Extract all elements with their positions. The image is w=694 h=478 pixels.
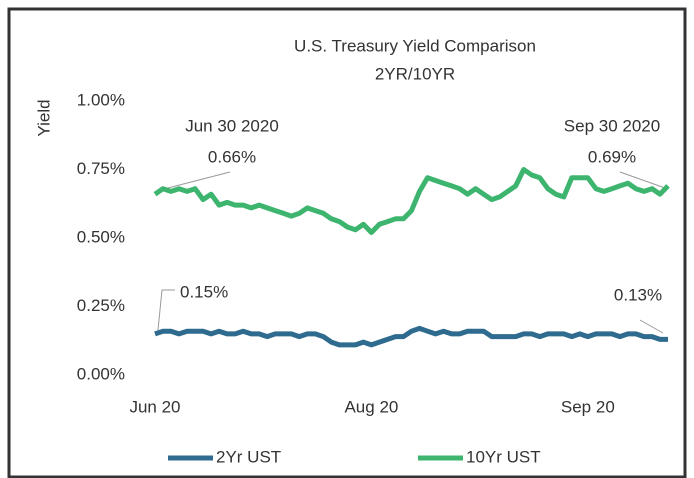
leader-line (619, 171, 666, 189)
x-tick-label: Sep 20 (561, 397, 615, 416)
annotation: 0.69% (588, 147, 636, 166)
y-tick-label: 0.00% (77, 364, 125, 383)
leader-line (639, 319, 664, 334)
x-tick-label: Jun 20 (129, 397, 180, 416)
y-tick-label: 0.75% (77, 159, 125, 178)
annotation: Sep 30 2020 (564, 116, 660, 135)
legend-label: 10Yr UST (466, 447, 541, 466)
chart-subtitle: 2YR/10YR (375, 64, 455, 83)
annotation: 0.15% (180, 282, 228, 301)
chart-title: U.S. Treasury Yield Comparison (294, 36, 536, 55)
annotation: 0.13% (614, 285, 662, 304)
y-tick-label: 0.25% (77, 296, 125, 315)
x-tick-label: Aug 20 (344, 397, 398, 416)
leader-line (157, 289, 175, 331)
annotation: Jun 30 2020 (185, 116, 279, 135)
chart-frame (7, 7, 687, 478)
annotation: 0.66% (208, 147, 256, 166)
leader-line (159, 171, 231, 191)
y-tick-label: 1.00% (77, 90, 125, 109)
y-tick-label: 0.50% (77, 227, 125, 246)
series-line (154, 325, 668, 348)
y-axis-label: Yield (34, 99, 53, 136)
legend-label: 2Yr UST (216, 447, 281, 466)
series-line (153, 167, 670, 235)
